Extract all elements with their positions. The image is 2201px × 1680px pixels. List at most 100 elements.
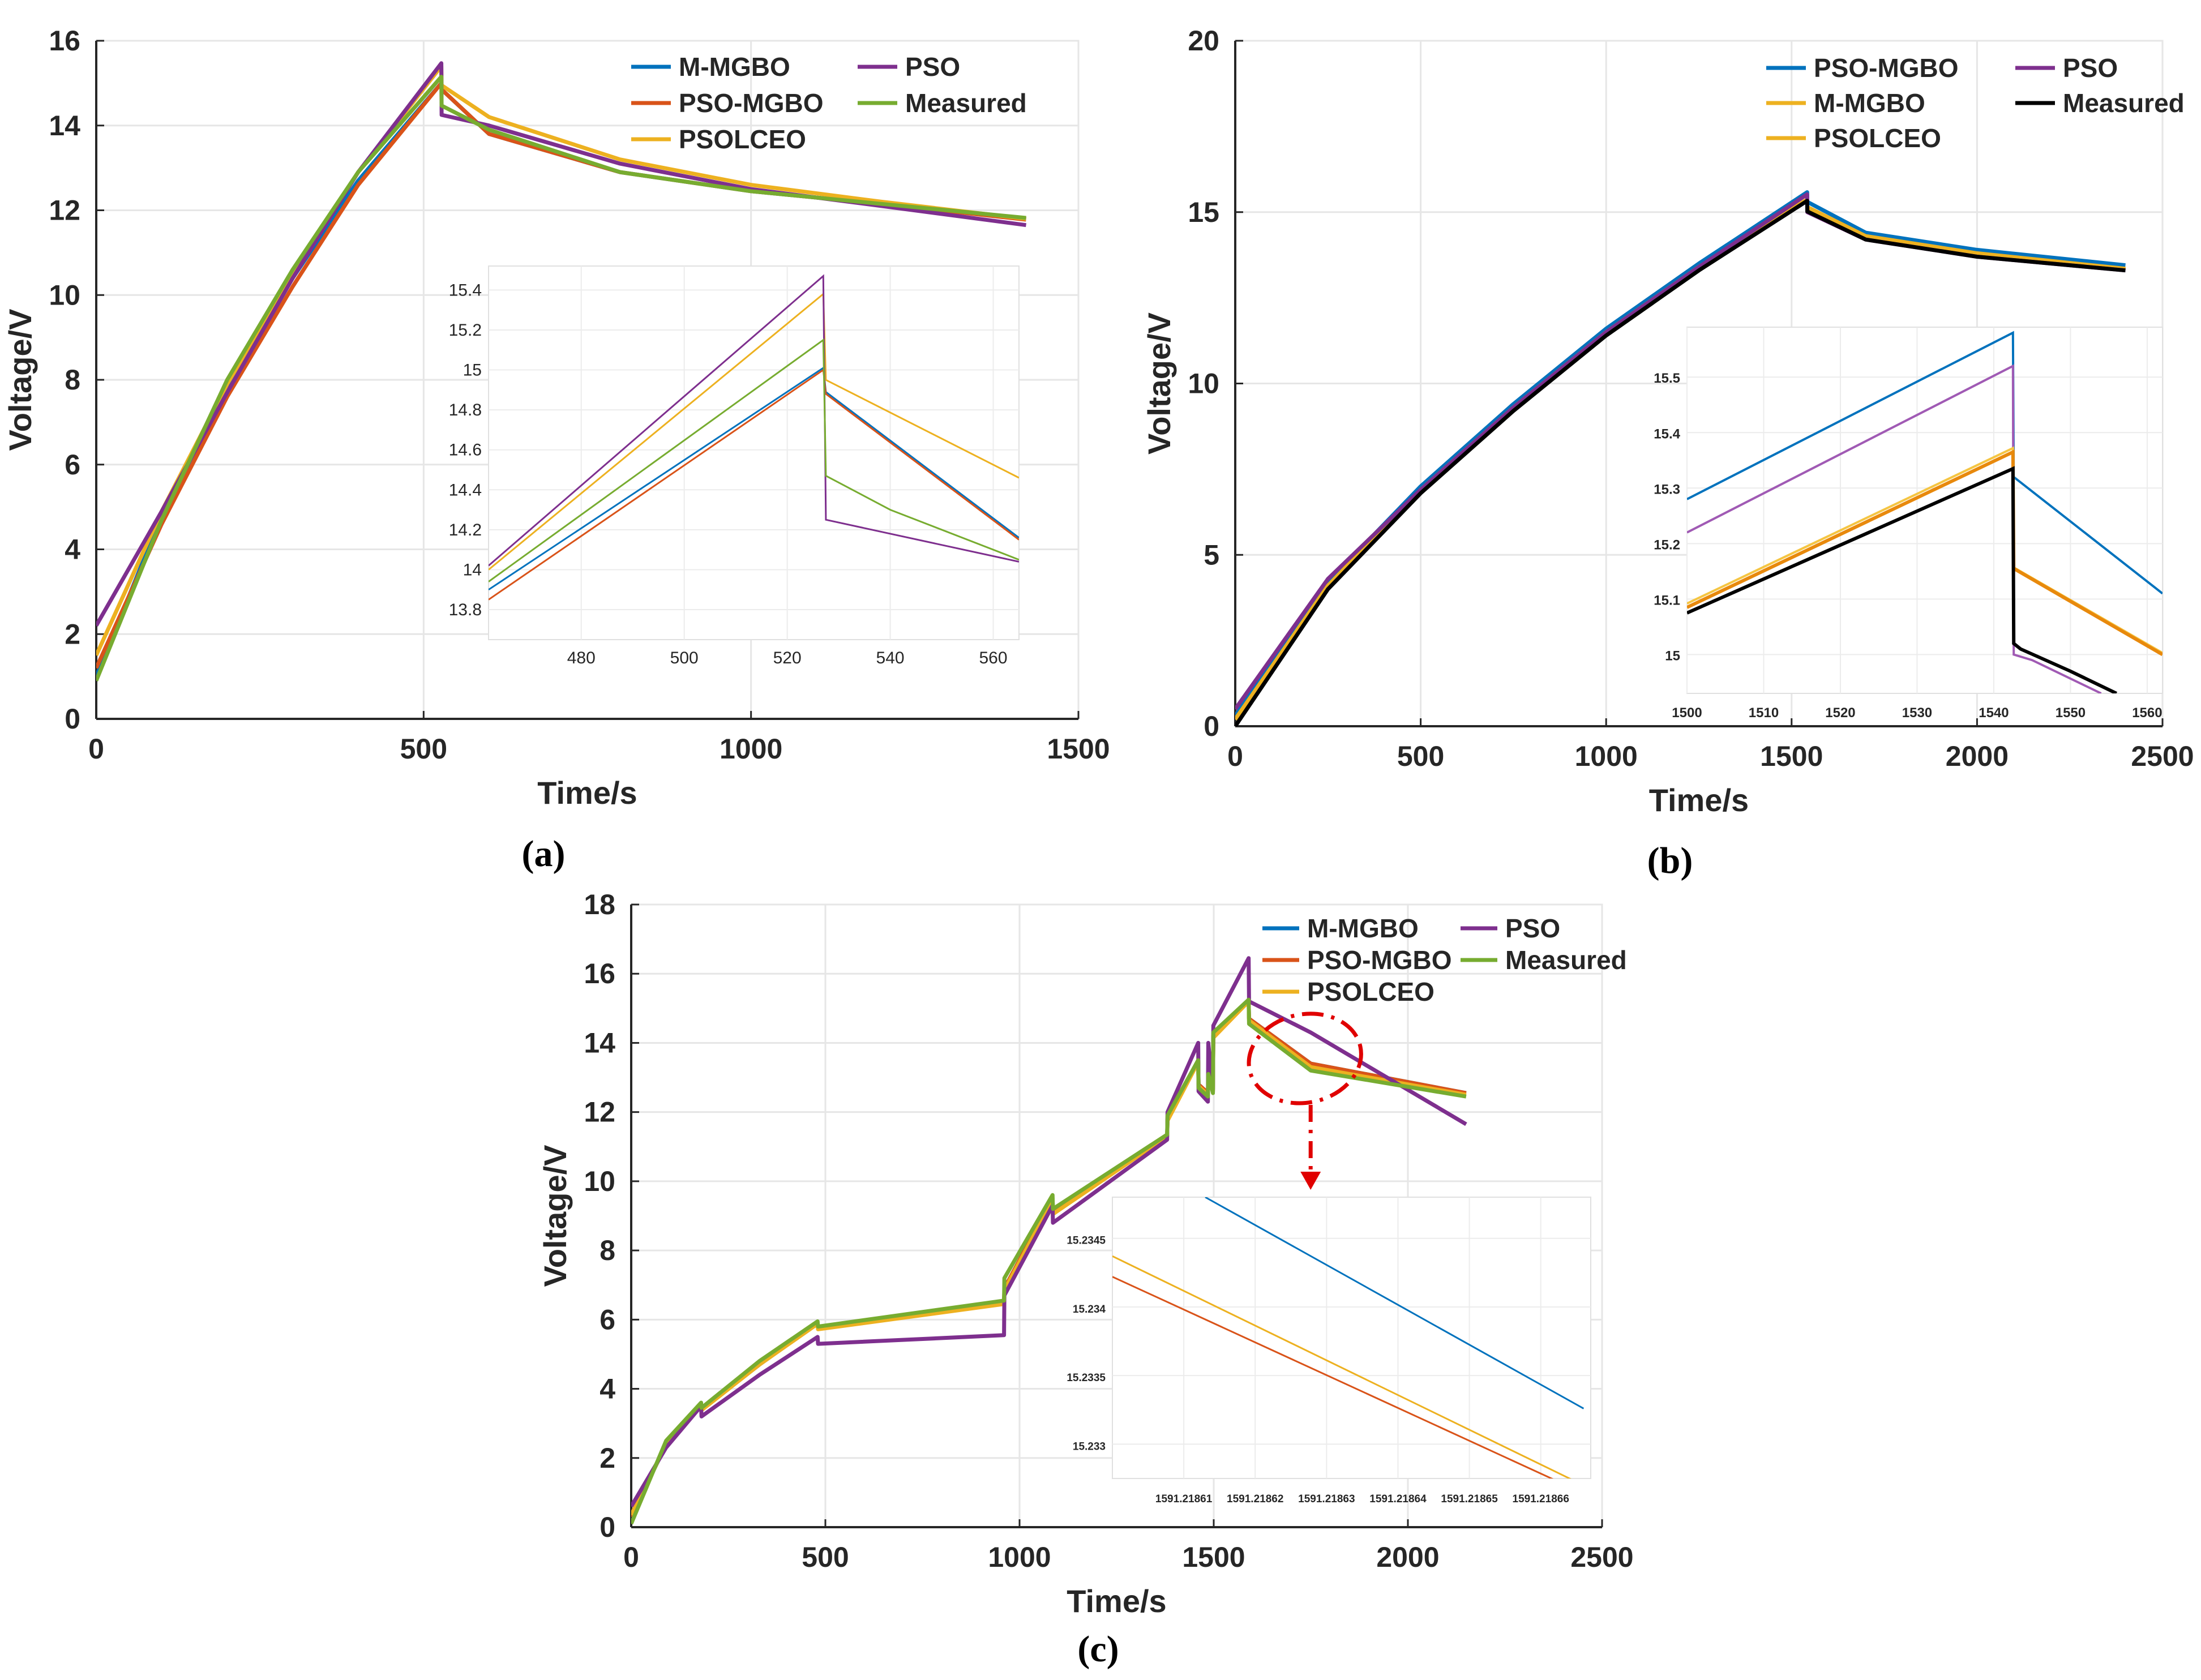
inset-y-tick-label: 14.2	[449, 521, 482, 539]
y-tick-label: 4	[600, 1373, 615, 1405]
legend-label-m-mgbo: M-MGBO	[679, 52, 790, 82]
panel-label-a: (a)	[522, 833, 566, 875]
y-tick-label: 5	[1204, 539, 1219, 571]
series-line-pso	[631, 956, 1467, 1508]
inset-series-group	[1112, 1197, 1585, 1478]
inset-y-tick-label: 15.234	[1073, 1304, 1106, 1315]
inset-y-tick-label: 15.233	[1073, 1441, 1106, 1452]
legend: M-MGBO PSO PSO-MGBO Measured PSOLCEO	[1262, 914, 1627, 1006]
zoom-arrow-head	[1300, 1172, 1321, 1190]
x-tick-label: 0	[623, 1541, 639, 1573]
inset-series-line-measured	[1687, 466, 2118, 693]
x-tick-label: 1500	[1047, 733, 1110, 765]
panel-b: 0 500 1000 1500 2000 250005101520Time/sVoltag…	[1141, 25, 2194, 881]
x-axis-label: Time/s	[1649, 782, 1749, 818]
series-group	[96, 61, 1026, 682]
zoom-ellipse	[1247, 1012, 1363, 1105]
x-axis-label: Time/s	[537, 775, 637, 811]
y-tick-label: 10	[49, 279, 80, 311]
inset-y-tick-label: 15.2	[1654, 537, 1680, 552]
inset-y-tick-label: 13.8	[449, 601, 482, 619]
inset-y-tick-label: 14	[463, 560, 482, 579]
y-tick-label: 4	[65, 534, 80, 565]
legend-label-m-mgbo: M-MGBO	[1814, 88, 1925, 118]
inset-y-tick-label: 14.8	[449, 401, 482, 419]
x-tick-label: 2000	[1376, 1541, 1439, 1573]
inset-x-tick-label: 1550	[2056, 705, 2086, 721]
inset-x-tick-label: 1560	[2132, 705, 2162, 721]
legend-label-pso-mgbo: PSO-MGBO	[1307, 945, 1452, 975]
panel-a: 0 500 1000 1500 0 2 4 6 8 10 12 14 16 Time/s Voltage/V…	[2, 25, 1110, 875]
inset-y-tick-label: 15.4	[449, 281, 482, 299]
legend-label-psolceo: PSOLCEO	[679, 125, 806, 154]
inset-x-tick-label: 1591.21865	[1441, 1493, 1498, 1505]
inset-y-tick-label: 15.5	[1654, 371, 1680, 386]
legend-label-psolceo: PSOLCEO	[1814, 123, 1941, 153]
x-tick-label: 1500	[1182, 1541, 1245, 1573]
inset-x-tick-label: 1500	[1672, 705, 1702, 721]
x-tick-label: 2500	[2131, 740, 2194, 772]
y-tick-label: 16	[49, 25, 80, 57]
legend-label-m-mgbo: M-MGBO	[1307, 914, 1419, 943]
zoom-annotation	[1247, 1012, 1363, 1190]
inset-series-line-m-mgbo	[1205, 1197, 1585, 1409]
x-tick-label: 500	[802, 1541, 849, 1573]
y-tick-label: 2	[65, 618, 80, 650]
legend-label-pso: PSO	[2063, 53, 2118, 83]
legend-label-measured: Measured	[1505, 945, 1627, 975]
inset-series-line-psolceo	[1112, 1255, 1571, 1478]
series-line-measured	[96, 75, 1026, 682]
legend: PSO-MGBO PSO M-MGBO Measured PSOLCEO	[1766, 53, 2185, 153]
inset-y-tick-label: 15.1	[1654, 593, 1680, 608]
x-tick-label: 1000	[1575, 740, 1638, 772]
y-tick-label: 2	[600, 1442, 615, 1474]
inset-b: 1500 1510 1520 1530 1540 1550 1560 15 15.1 15.2 15…	[1654, 327, 2163, 721]
inset-series-line-measured	[489, 338, 1019, 582]
inset-x-tick-label: 1591.21863	[1298, 1493, 1355, 1505]
inset-c: 1591.21861 1591.21862 1591.21863 1591.21864…	[1067, 1197, 1591, 1505]
inset-x-tick-label: 1591.21861	[1155, 1493, 1213, 1505]
x-tick-label: 2500	[1570, 1541, 1633, 1573]
inset-y-tick-label: 15.2	[449, 321, 482, 340]
inset-x-tick-label: 1591.21866	[1513, 1493, 1569, 1505]
y-tick-label: 18	[584, 889, 615, 920]
inset-y-tick-label: 15	[1665, 648, 1680, 663]
panel-label-c: (c)	[1077, 1628, 1119, 1670]
legend-label-measured: Measured	[905, 88, 1027, 118]
inset-y-tick-label: 14.6	[449, 441, 482, 460]
y-tick-label: 8	[65, 364, 80, 396]
x-axis-label: Time/s	[1067, 1583, 1166, 1619]
series-line-measured	[631, 997, 1467, 1525]
inset-series-line-pso	[1687, 364, 2102, 693]
y-tick-label: 10	[584, 1165, 615, 1197]
y-axis-label: Voltage/V	[537, 1145, 573, 1287]
y-tick-label: 15	[1188, 196, 1219, 228]
y-tick-label: 6	[600, 1304, 615, 1335]
y-tick-label: 14	[584, 1027, 615, 1058]
series-group	[631, 956, 1467, 1525]
legend-label-pso: PSO	[905, 52, 960, 82]
x-tick-label: 1000	[720, 733, 782, 765]
x-tick-label: 0	[1227, 740, 1243, 772]
inset-series-group	[489, 274, 1019, 601]
inset-x-tick-label: 1591.21862	[1227, 1493, 1283, 1505]
inset-x-tick-label: 500	[670, 649, 699, 667]
legend-label-pso-mgbo: PSO-MGBO	[679, 88, 824, 118]
y-axis-label: Voltage/V	[1141, 312, 1177, 455]
inset-a: 480 500 520 540 560 13.8 14 14.2 14.4 14.6 14.8 15 1…	[449, 265, 1020, 667]
inset-y-tick-label: 15.3	[1654, 482, 1680, 497]
inset-x-tick-label: 560	[979, 649, 1007, 667]
y-tick-label: 12	[49, 195, 80, 226]
inset-plot-area	[488, 265, 1020, 640]
legend-label-pso-mgbo: PSO-MGBO	[1814, 53, 1959, 83]
x-tick-label: 2000	[1946, 740, 2009, 772]
inset-plot-area	[1686, 327, 2163, 694]
y-tick-label: 20	[1188, 25, 1219, 57]
inset-x-tick-label: 520	[773, 649, 802, 667]
inset-y-tick-label: 14.4	[449, 481, 482, 499]
legend-label-pso: PSO	[1505, 914, 1560, 943]
inset-y-tick-label: 15.2345	[1067, 1235, 1106, 1247]
series-group	[1235, 190, 2126, 726]
y-tick-label: 0	[600, 1511, 615, 1543]
inset-y-tick-label: 15.4	[1654, 426, 1680, 442]
